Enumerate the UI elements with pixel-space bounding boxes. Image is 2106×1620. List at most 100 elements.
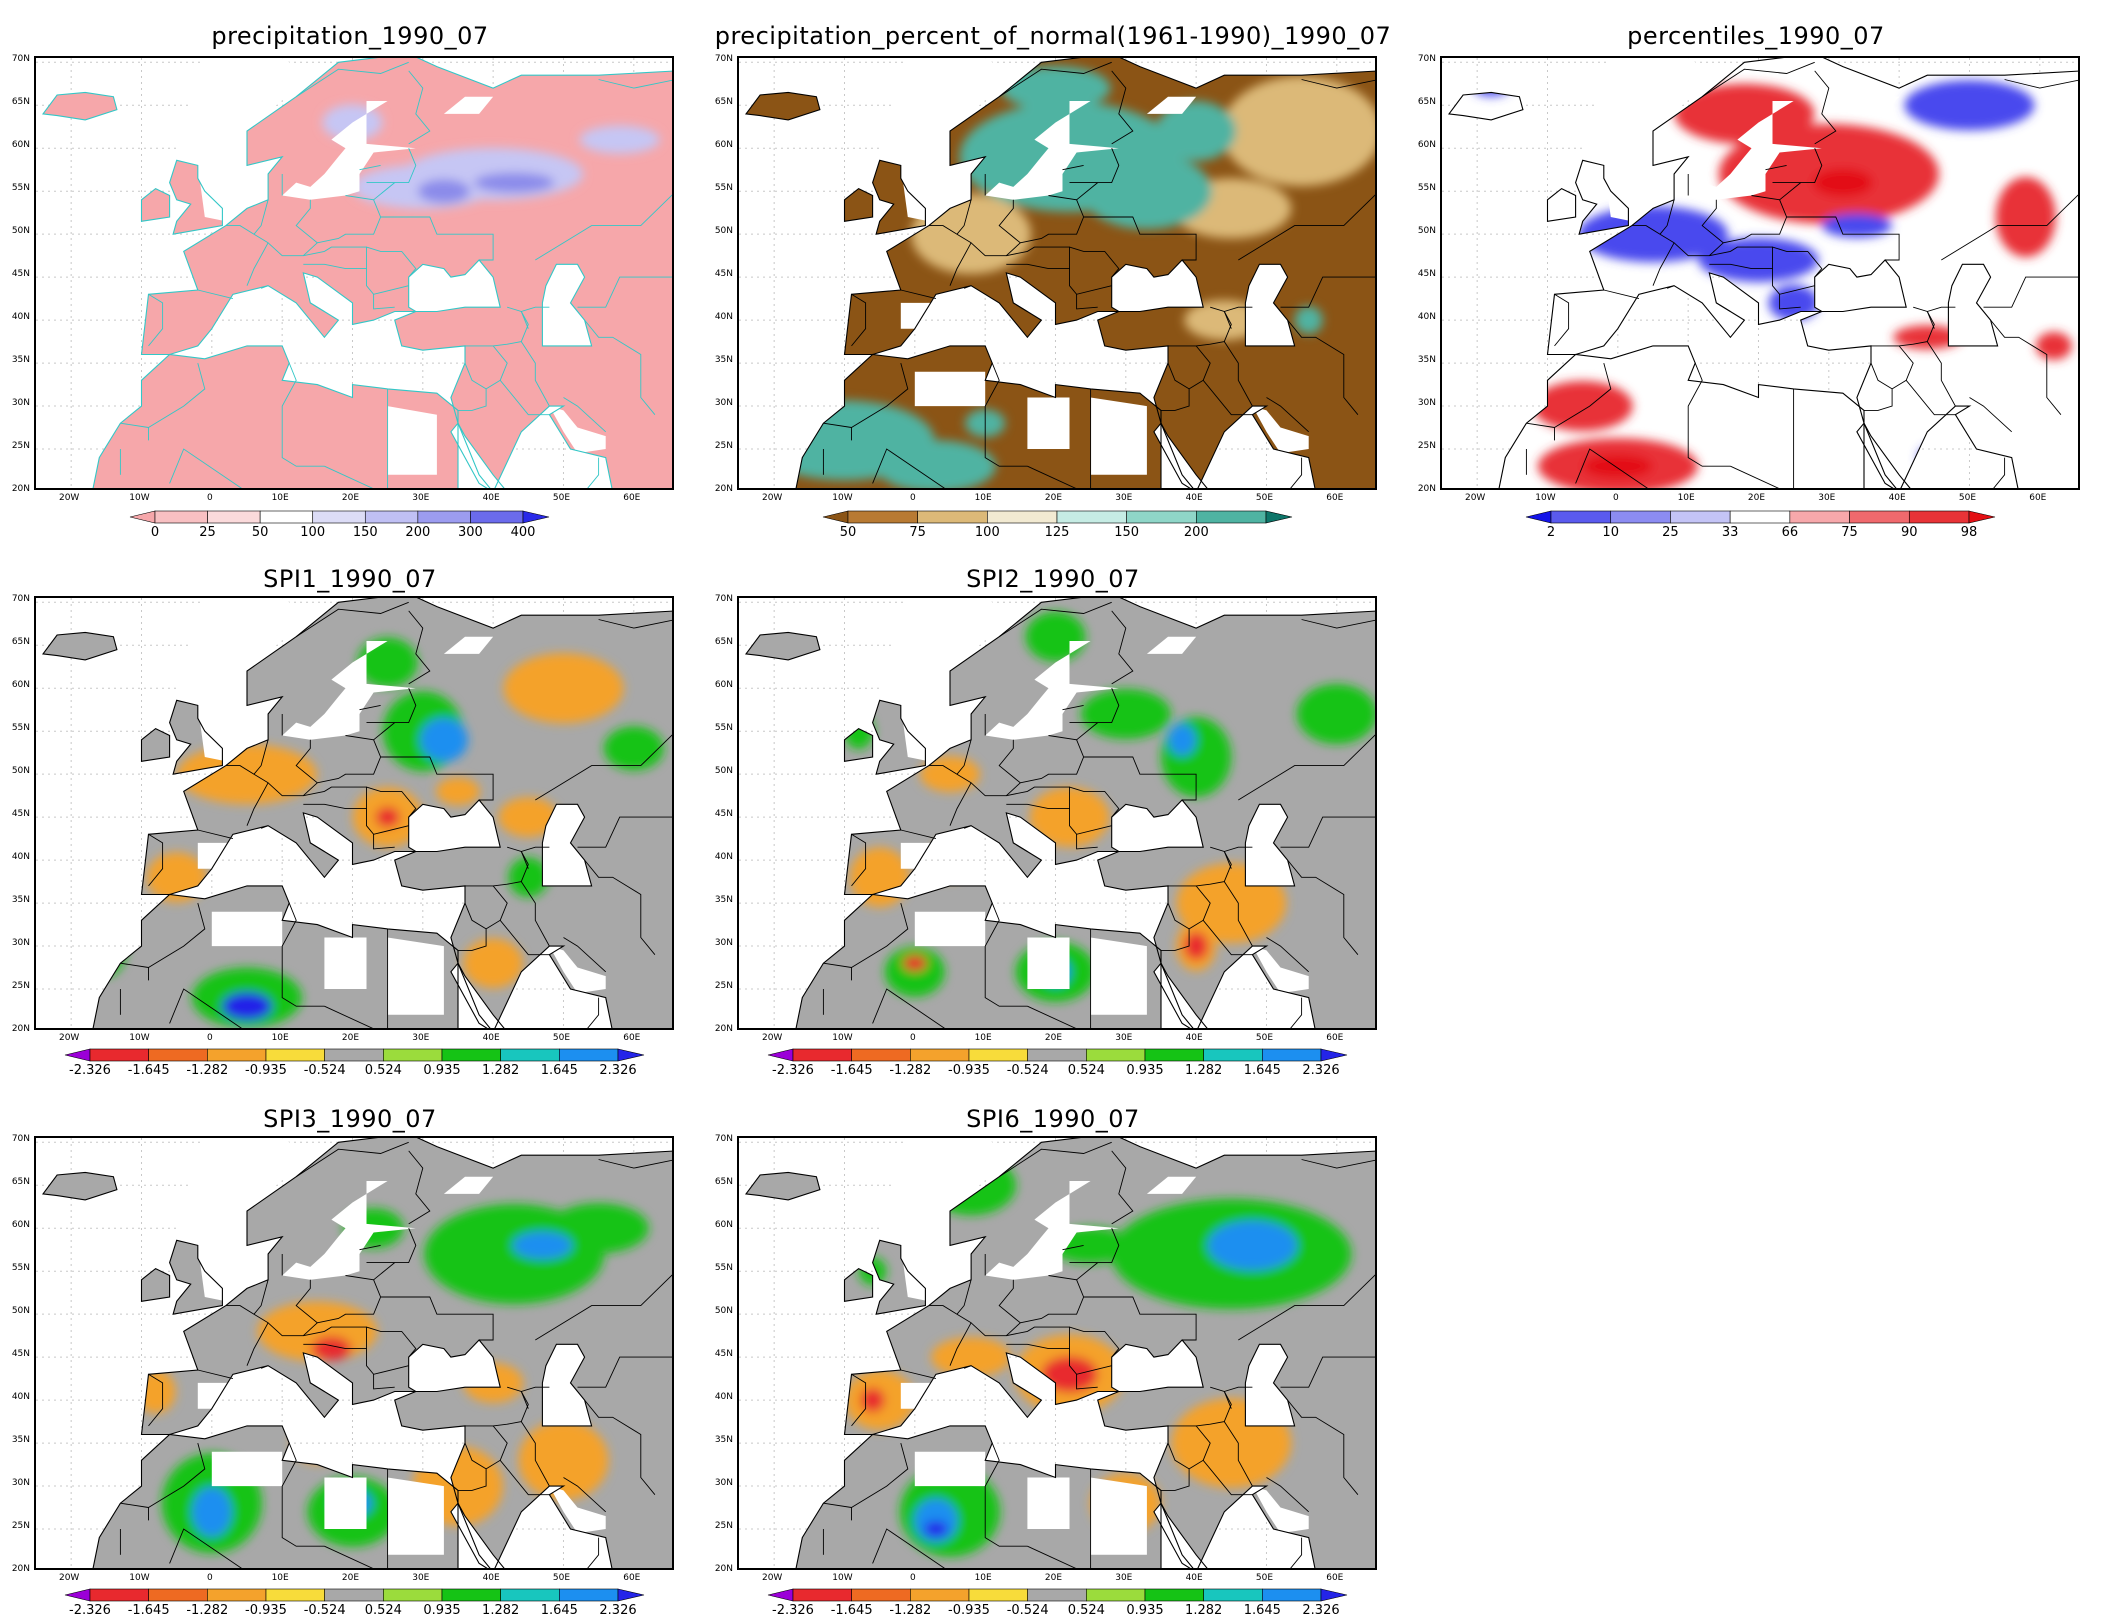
colorbar-label: 400 <box>510 525 536 540</box>
missing-data-area <box>324 1477 367 1529</box>
latitude-label: 30N <box>11 938 30 949</box>
border-line <box>295 601 409 638</box>
border-line <box>1069 1348 1112 1375</box>
border-line <box>1223 1421 1253 1487</box>
border-line <box>1238 194 1375 261</box>
colorbar-swatch <box>767 1588 794 1602</box>
field-layer <box>43 58 672 488</box>
missing-data-area <box>900 302 936 329</box>
border-line <box>823 962 852 968</box>
border-line <box>1575 448 1648 488</box>
anomaly-core <box>1812 168 1873 197</box>
missing-data-area <box>1027 937 1070 989</box>
colorbar-swatch <box>500 1048 560 1062</box>
colorbar-swatch <box>1056 510 1127 524</box>
coastline <box>795 1425 1162 1568</box>
latitude-label: 50N <box>11 1306 30 1317</box>
border-line <box>1076 294 1098 310</box>
border-line <box>303 1326 367 1350</box>
missing-data-area <box>1027 1477 1070 1529</box>
border-line <box>373 148 417 201</box>
map-canvas <box>36 58 672 488</box>
colorbar-label: 98 <box>1960 525 1978 540</box>
map-canvas <box>739 598 1375 1028</box>
colorbar-label: 150 <box>1114 525 1140 540</box>
colorbar-swatch <box>522 510 550 524</box>
missing-data-area <box>324 937 367 989</box>
border-line <box>260 285 269 289</box>
colorbar-swatch <box>851 1588 911 1602</box>
colorbar-swatch <box>1203 1048 1263 1062</box>
coastline <box>1244 1343 1296 1427</box>
colorbar-label: 0.935 <box>423 1603 461 1618</box>
border-line <box>1969 397 2013 433</box>
border-line <box>507 306 529 329</box>
anomaly-core <box>191 1486 232 1537</box>
colorbar-swatch <box>559 1048 619 1062</box>
border-line <box>984 362 1028 467</box>
border-line <box>520 1421 550 1487</box>
panel-spi6: SPI6_1990_07 70N 65N 60N 55N 50N 45N 40N 35N 30N… <box>703 1080 1403 1620</box>
border-line <box>317 1275 382 1324</box>
sea-area <box>879 598 1014 762</box>
longitude-label: 20W <box>58 1573 80 1583</box>
latitude-label: 35N <box>11 895 30 906</box>
border-line <box>1062 164 1084 171</box>
latitude-label: 50N <box>714 1306 733 1317</box>
colorbar-swatch <box>148 1588 208 1602</box>
border-line <box>851 1373 867 1427</box>
anomaly-blob <box>1674 83 1815 144</box>
colorbar-label: 2.326 <box>599 1063 637 1078</box>
land-fill <box>43 92 117 120</box>
longitude-label: 60E <box>623 1033 641 1043</box>
border-line <box>1287 859 1359 955</box>
anomaly-core <box>311 1336 352 1361</box>
latitude-label: 60N <box>714 140 733 151</box>
sea-area <box>1245 1344 1295 1426</box>
border-line <box>120 422 149 428</box>
coastline <box>1153 422 1208 488</box>
map-frame <box>1440 56 2080 490</box>
colorbar-swatch <box>1126 510 1197 524</box>
longitude-label: 60E <box>623 1573 641 1583</box>
colorbar-label: -0.935 <box>948 1063 990 1078</box>
border-line <box>598 619 672 629</box>
coastline <box>795 885 1162 1028</box>
latitude-label: 65N <box>714 637 733 648</box>
land-fill <box>844 188 873 222</box>
longitude-label: 10E <box>271 1033 289 1043</box>
anomaly-blob <box>474 172 555 193</box>
latitude-label: 30N <box>714 398 733 409</box>
border-line <box>1287 1399 1359 1495</box>
colorbar-swatch <box>910 1588 970 1602</box>
sea-area <box>443 96 494 114</box>
panel-spi3: SPI3_1990_07 70N 65N 60N 55N 50N 45N 40N 35N 30N… <box>0 1080 700 1620</box>
missing-data-area <box>1090 937 1147 1015</box>
anomaly-core <box>1582 454 1653 479</box>
colorbar-swatch <box>470 510 524 524</box>
colorbar-label: 300 <box>458 525 483 540</box>
colorbar-label: -0.935 <box>245 1063 287 1078</box>
longitude-label: 30E <box>412 1573 430 1583</box>
colorbar-swatch <box>154 510 208 524</box>
border-line <box>1076 148 1120 201</box>
border-line <box>1083 1296 1197 1341</box>
border-line <box>563 1477 607 1513</box>
latitude-label: 35N <box>714 1435 733 1446</box>
border-line <box>324 1545 373 1568</box>
sea-area <box>542 1344 592 1426</box>
latitude-label: 60N <box>1417 140 1436 151</box>
colorbar-swatch <box>792 1048 852 1062</box>
colorbar-label: 50 <box>839 525 857 540</box>
sea-area <box>985 101 1119 200</box>
colorbar-label: 100 <box>974 525 1000 540</box>
latitude-label: 70N <box>1417 54 1436 65</box>
anomaly-blob <box>1821 213 1892 238</box>
sea-area <box>1688 101 1822 200</box>
border-line <box>1111 610 1134 685</box>
coastline <box>872 699 926 775</box>
border-line <box>492 345 508 381</box>
border-line <box>1290 1537 1303 1568</box>
border-line <box>373 1374 395 1390</box>
anomaly-core <box>860 1388 885 1413</box>
